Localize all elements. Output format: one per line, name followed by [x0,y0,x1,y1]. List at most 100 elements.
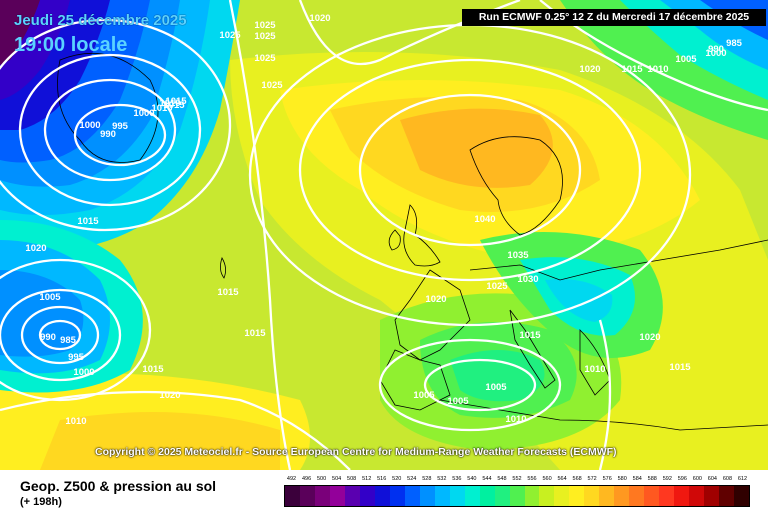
scale-swatch [314,486,330,506]
scale-bar [284,485,750,507]
isobar-label: 1010 [151,103,172,114]
scale-label: 592 [662,476,672,482]
scale-swatch [464,486,480,506]
scale-swatch [479,486,495,506]
scale-swatch [584,486,600,506]
run-info: Run ECMWF 0.25° 12 Z du Mercredi 17 déce… [462,9,766,26]
footer: Geop. Z500 & pression au sol (+ 198h) 49… [0,470,768,512]
scale-swatch [434,486,450,506]
isobar-label: 1015 [621,64,643,75]
scale-label: 568 [572,476,582,482]
scale-swatch [689,486,705,506]
scale-label: 560 [542,476,552,482]
isobar-label: 1015 [142,364,164,375]
scale-label: 528 [422,476,432,482]
scale-label: 532 [437,476,447,482]
copyright-text: Copyright © 2025 Meteociel.fr - Source E… [95,446,617,458]
scale-label: 572 [587,476,597,482]
scale-swatch [359,486,375,506]
isobar-label: 1005 [39,292,61,303]
scale-swatch [569,486,585,506]
isobar-label: 1015 [217,287,239,298]
scale-label: 544 [482,476,492,482]
isobar-label: 1005 [413,390,435,401]
scale-swatch [494,486,510,506]
scale-swatch [644,486,660,506]
isobar-label: 1020 [425,294,446,305]
scale-label: 516 [377,476,387,482]
isobar-label: 1020 [25,243,46,254]
scale-swatch [554,486,570,506]
scale-swatch [329,486,345,506]
scale-label: 496 [301,476,312,482]
isobar-label: 1010 [159,98,180,109]
scale-label: 540 [467,476,477,482]
scale-label: 608 [722,476,733,482]
scale-label: 520 [392,476,402,482]
isobar-label: 1005 [675,54,697,65]
scale-swatch [674,486,690,506]
scale-label: 612 [737,476,748,482]
isobar-label: 1010 [584,364,605,375]
isobar-label: 1020 [639,332,660,343]
scale-swatch [449,486,465,506]
scale-swatch [389,486,405,506]
scale-swatch [719,486,735,506]
scale-label: 600 [692,476,702,482]
color-scale: 492 496 500 504 508 512 516 520 524 528 532 536 540 5… [284,474,750,507]
scale-swatch [599,486,615,506]
isobar-label: 1005 [447,396,469,407]
scale-label: 564 [557,476,567,482]
isobar-label: 1035 [507,250,529,261]
isobar-label: 1005 [485,382,507,393]
scale-labels: 492 496 500 504 508 512 516 520 524 528 532 536 540 5… [284,474,750,485]
isobar-label: 1010 [647,64,668,75]
isobar-label: 1025 [254,31,276,42]
isobar-label: 1015 [669,362,691,373]
scale-swatch [509,486,525,506]
forecast-time: 19:00 locale [14,34,128,56]
isobar-label: 1010 [505,414,526,425]
scale-label: 508 [347,476,357,482]
scale-label: 500 [316,476,327,482]
scale-label: 596 [677,476,687,482]
isobar-label: 1025 [254,53,276,64]
scale-label: 524 [407,476,417,482]
isobar-label: 1030 [517,274,538,285]
scale-swatch [539,486,555,506]
scale-swatch [614,486,630,506]
scale-swatch [285,486,300,506]
scale-swatch [404,486,420,506]
scale-label: 504 [332,476,342,482]
isobar-label: 1025 [261,80,283,91]
scale-label: 580 [617,476,627,482]
scale-swatch [299,486,315,506]
isobar-label: 1010 [65,416,86,427]
isobar-label: 1015 [165,96,187,107]
isobar-label: 1015 [244,328,266,339]
isobar-label: 1000 [133,108,154,119]
forecast-date: Jeudi 25 décembre 2025 [14,12,187,29]
scale-label: 556 [527,476,537,482]
scale-swatch [659,486,675,506]
map-title: Geop. Z500 & pression au sol [20,478,217,494]
scale-label: 536 [452,476,462,482]
isobar-label: 990 [708,44,724,55]
isobar-label: 1000 [705,48,726,59]
scale-swatch [524,486,540,506]
isobar-label: 1025 [219,30,241,41]
scale-swatch [629,486,645,506]
isobar-label: 985 [726,38,743,49]
isobar-label: 990 [100,129,116,140]
scale-swatch [419,486,435,506]
isobar-label: 1015 [77,216,99,227]
scale-label: 512 [362,476,372,482]
isobar-label: 1015 [519,330,541,341]
isobar-label: 1020 [159,390,180,401]
forecast-map: 1020 1025 1025 1025 1025 1025 1020 1015 1010 1005… [0,0,768,470]
scale-label: 576 [602,476,612,482]
isobar-label: 1040 [474,214,495,225]
isobar-label: 1000 [73,367,94,378]
isobar-label: 1020 [309,13,330,24]
